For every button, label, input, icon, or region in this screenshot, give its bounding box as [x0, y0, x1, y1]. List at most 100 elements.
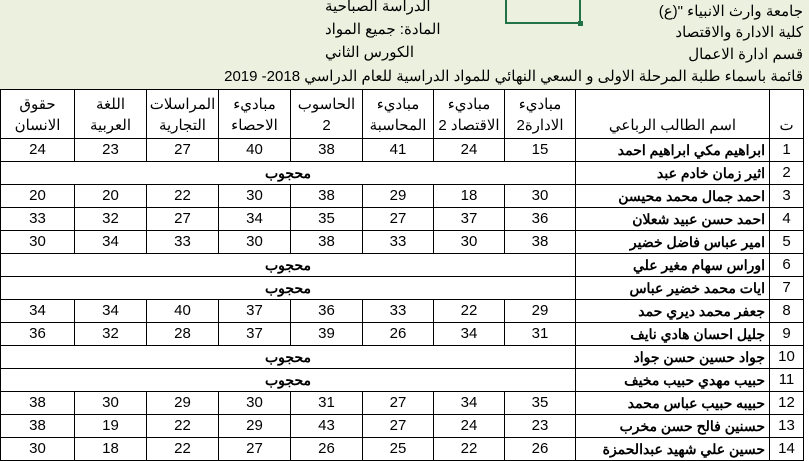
column-header[interactable]: مباديء الاقتصاد 2 — [433, 89, 505, 139]
score-cell[interactable]: 34 — [74, 230, 147, 254]
score-cell[interactable]: 34 — [433, 391, 505, 415]
column-header[interactable]: المراسلات التجارية — [146, 89, 219, 139]
column-header[interactable]: حقوق الانسان — [0, 89, 75, 139]
score-cell[interactable]: 31 — [504, 322, 576, 346]
score-cell[interactable]: 29 — [146, 391, 219, 415]
row-number-cell[interactable]: 2 — [769, 161, 804, 185]
score-cell[interactable]: 18 — [74, 437, 147, 461]
score-cell[interactable]: 37 — [218, 299, 291, 323]
score-cell[interactable]: 35 — [504, 391, 576, 415]
student-name-cell[interactable]: احمد حسن عبيد شعلان — [575, 207, 770, 231]
score-cell[interactable]: 26 — [504, 437, 576, 461]
score-cell[interactable]: 26 — [290, 437, 363, 461]
score-cell[interactable]: 27 — [362, 414, 434, 438]
score-cell[interactable]: 33 — [362, 230, 434, 254]
blocked-status-cell[interactable]: محجوب — [0, 368, 576, 392]
row-number-cell[interactable]: 1 — [769, 138, 804, 162]
score-cell[interactable]: 18 — [433, 184, 505, 208]
student-name-cell[interactable]: حسنين فالح حسن مخرب — [575, 414, 770, 438]
row-number-cell[interactable]: 5 — [769, 230, 804, 254]
column-header[interactable]: الحاسوب 2 — [290, 89, 363, 139]
score-cell[interactable]: 36 — [0, 322, 75, 346]
score-cell[interactable]: 22 — [433, 437, 505, 461]
score-cell[interactable]: 31 — [290, 391, 363, 415]
score-cell[interactable]: 28 — [146, 322, 219, 346]
score-cell[interactable]: 36 — [290, 299, 363, 323]
score-cell[interactable]: 30 — [218, 391, 291, 415]
student-name-cell[interactable]: جعفر محمد ديري حمد — [575, 299, 770, 323]
score-cell[interactable]: 30 — [218, 230, 291, 254]
score-cell[interactable]: 34 — [218, 207, 291, 231]
row-number-cell[interactable]: 3 — [769, 184, 804, 208]
row-number-cell[interactable]: 14 — [769, 437, 804, 461]
student-name-cell[interactable]: حبيب مهدي حبيب مخيف — [575, 368, 770, 392]
student-name-cell[interactable]: اوراس سهام مغير علي — [575, 253, 770, 277]
row-number-cell[interactable]: 12 — [769, 391, 804, 415]
score-cell[interactable]: 24 — [433, 414, 505, 438]
score-cell[interactable]: 38 — [290, 184, 363, 208]
student-name-cell[interactable]: امير عباس فاضل خضير — [575, 230, 770, 254]
score-cell[interactable]: 30 — [433, 230, 505, 254]
score-cell[interactable]: 36 — [504, 207, 576, 231]
score-cell[interactable]: 38 — [0, 414, 75, 438]
score-cell[interactable]: 30 — [0, 230, 75, 254]
score-cell[interactable]: 29 — [504, 299, 576, 323]
score-cell[interactable]: 32 — [74, 207, 147, 231]
score-cell[interactable]: 24 — [433, 138, 505, 162]
score-cell[interactable]: 38 — [504, 230, 576, 254]
score-cell[interactable]: 27 — [218, 437, 291, 461]
score-cell[interactable]: 38 — [290, 138, 363, 162]
score-cell[interactable]: 40 — [218, 138, 291, 162]
score-cell[interactable]: 41 — [362, 138, 434, 162]
column-header[interactable]: اللغة العربية — [74, 89, 147, 139]
row-number-cell[interactable]: 7 — [769, 276, 804, 300]
score-cell[interactable]: 30 — [0, 437, 75, 461]
score-cell[interactable]: 22 — [146, 414, 219, 438]
student-name-cell[interactable]: اثير زمان خادم عبد — [575, 161, 770, 185]
student-name-cell[interactable]: احمد جمال محمد محيسن — [575, 184, 770, 208]
score-cell[interactable]: 33 — [362, 299, 434, 323]
column-header[interactable]: مباديء المحاسبة — [362, 89, 434, 139]
score-cell[interactable]: 34 — [74, 299, 147, 323]
score-cell[interactable]: 39 — [290, 322, 363, 346]
score-cell[interactable]: 29 — [362, 184, 434, 208]
selected-cell[interactable] — [505, 0, 583, 26]
blocked-status-cell[interactable]: محجوب — [0, 253, 576, 277]
score-cell[interactable]: 19 — [74, 414, 147, 438]
row-number-cell[interactable]: 4 — [769, 207, 804, 231]
score-cell[interactable]: 34 — [0, 299, 75, 323]
score-cell[interactable]: 37 — [218, 322, 291, 346]
score-cell[interactable]: 22 — [146, 437, 219, 461]
score-cell[interactable]: 30 — [504, 184, 576, 208]
score-cell[interactable]: 43 — [290, 414, 363, 438]
score-cell[interactable]: 29 — [218, 414, 291, 438]
score-cell[interactable]: 30 — [74, 391, 147, 415]
score-cell[interactable]: 33 — [0, 207, 75, 231]
column-header[interactable]: ت — [769, 89, 804, 139]
column-header[interactable]: اسم الطالب الرباعي — [575, 89, 770, 139]
score-cell[interactable]: 27 — [362, 207, 434, 231]
score-cell[interactable]: 25 — [362, 437, 434, 461]
score-cell[interactable]: 27 — [362, 391, 434, 415]
row-number-cell[interactable]: 9 — [769, 322, 804, 346]
blocked-status-cell[interactable]: محجوب — [0, 161, 576, 185]
score-cell[interactable]: 20 — [0, 184, 75, 208]
score-cell[interactable]: 38 — [290, 230, 363, 254]
blocked-status-cell[interactable]: محجوب — [0, 276, 576, 300]
student-name-cell[interactable]: حبيبه حبيب عباس محمد — [575, 391, 770, 415]
student-name-cell[interactable]: جواد حسين حسن جواد — [575, 345, 770, 369]
score-cell[interactable]: 34 — [433, 322, 505, 346]
score-cell[interactable]: 20 — [74, 184, 147, 208]
score-cell[interactable]: 35 — [290, 207, 363, 231]
score-cell[interactable]: 40 — [146, 299, 219, 323]
row-number-cell[interactable]: 8 — [769, 299, 804, 323]
student-name-cell[interactable]: ايات محمد خضير عباس — [575, 276, 770, 300]
column-header[interactable]: مباديء الاحصاء — [218, 89, 291, 139]
score-cell[interactable]: 23 — [74, 138, 147, 162]
score-cell[interactable]: 15 — [504, 138, 576, 162]
row-number-cell[interactable]: 6 — [769, 253, 804, 277]
row-number-cell[interactable]: 10 — [769, 345, 804, 369]
score-cell[interactable]: 33 — [146, 230, 219, 254]
score-cell[interactable]: 30 — [218, 184, 291, 208]
student-name-cell[interactable]: ابراهيم مكي ابراهيم احمد — [575, 138, 770, 162]
